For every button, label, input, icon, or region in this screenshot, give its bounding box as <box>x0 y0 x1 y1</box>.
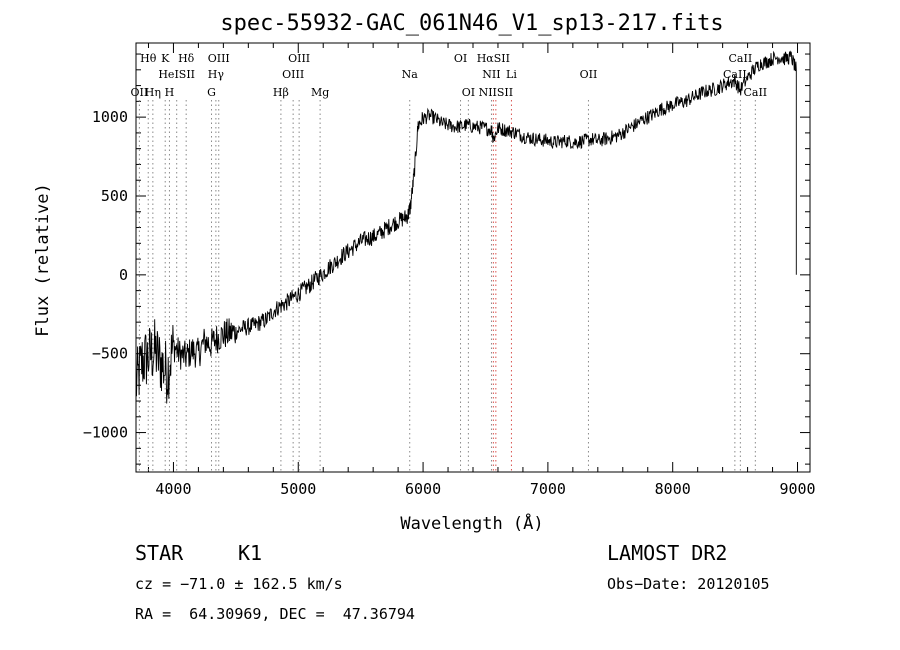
spectral-line-label: Hγ <box>208 68 225 81</box>
spectrum-series <box>135 50 797 404</box>
spectral-line-label: OII <box>580 68 598 81</box>
spectral-line-label: K <box>161 52 170 65</box>
spectral-line-label: OI <box>462 86 475 99</box>
spectral-line-label: NII <box>482 68 500 81</box>
spectral-line-labels: Hθ K Hδ OIII OIII OI HαSII CaII HeISII Hγ OIII Na NI… <box>131 52 768 99</box>
x-tick-label: 6000 <box>405 480 441 498</box>
y-tick-label: −500 <box>92 345 128 363</box>
x-tick-label: 4000 <box>155 480 191 498</box>
sky-coordinates: RA = 64.30969, DEC = 47.36794 <box>135 605 415 623</box>
spectral-line-label: OI <box>454 52 467 65</box>
axes: 4000 5000 6000 7000 8000 9000 −1000 −500 0 500 100… <box>83 42 816 498</box>
x-tick-label: 9000 <box>779 480 815 498</box>
spectral-line-label: OII <box>131 86 149 99</box>
y-tick-label: −1000 <box>83 424 128 442</box>
object-subclass: K1 <box>238 541 263 565</box>
spectral-line-label: CaII <box>729 52 753 65</box>
observation-date: Obs−Date: 20120105 <box>607 575 770 593</box>
x-tick-label: 7000 <box>530 480 566 498</box>
spectrum-line <box>135 50 797 404</box>
spectral-line-label: Hδ <box>178 52 195 65</box>
chart-title: spec-55932-GAC_061N46_V1_sp13-217.fits <box>220 11 723 36</box>
spectral-line-label: G <box>207 86 216 99</box>
survey-name: LAMOST DR2 <box>607 541 728 565</box>
spectral-line-label: Hθ <box>140 52 157 65</box>
x-axis-label: Wavelength (Å) <box>400 512 543 534</box>
spectral-line-label: CaII <box>743 86 767 99</box>
spectral-line-label: Hβ <box>273 86 289 99</box>
spectral-line-label: HeISII <box>158 68 195 81</box>
y-tick-label: 500 <box>101 187 128 205</box>
spectral-line-label: OIII <box>282 68 304 81</box>
plot-frame <box>135 42 811 473</box>
redshift-velocity: cz = −71.0 ± 162.5 km/s <box>135 575 343 593</box>
spectral-line-label: HαSII <box>477 52 510 65</box>
x-tick-label: 8000 <box>655 480 691 498</box>
spectral-line-label: Na <box>402 68 419 81</box>
spectral-line-label: Li <box>506 68 517 81</box>
y-tick-label: 1000 <box>92 108 128 126</box>
spectral-line-label: NIISII <box>479 86 514 99</box>
spectral-line-markers <box>138 100 756 472</box>
spectral-line-label: H <box>165 86 175 99</box>
y-axis-label: Flux (relative) <box>33 183 53 337</box>
y-tick-label: 0 <box>119 266 128 284</box>
spectral-line-label: OIII <box>208 52 230 65</box>
object-class: STAR <box>135 541 184 565</box>
x-tick-label: 5000 <box>280 480 316 498</box>
spectral-line-label: OIII <box>288 52 310 65</box>
spectral-line-label: Mg <box>311 86 329 99</box>
spectral-line-label: Hη <box>145 86 161 99</box>
spectral-line-label: CaII <box>723 68 747 81</box>
